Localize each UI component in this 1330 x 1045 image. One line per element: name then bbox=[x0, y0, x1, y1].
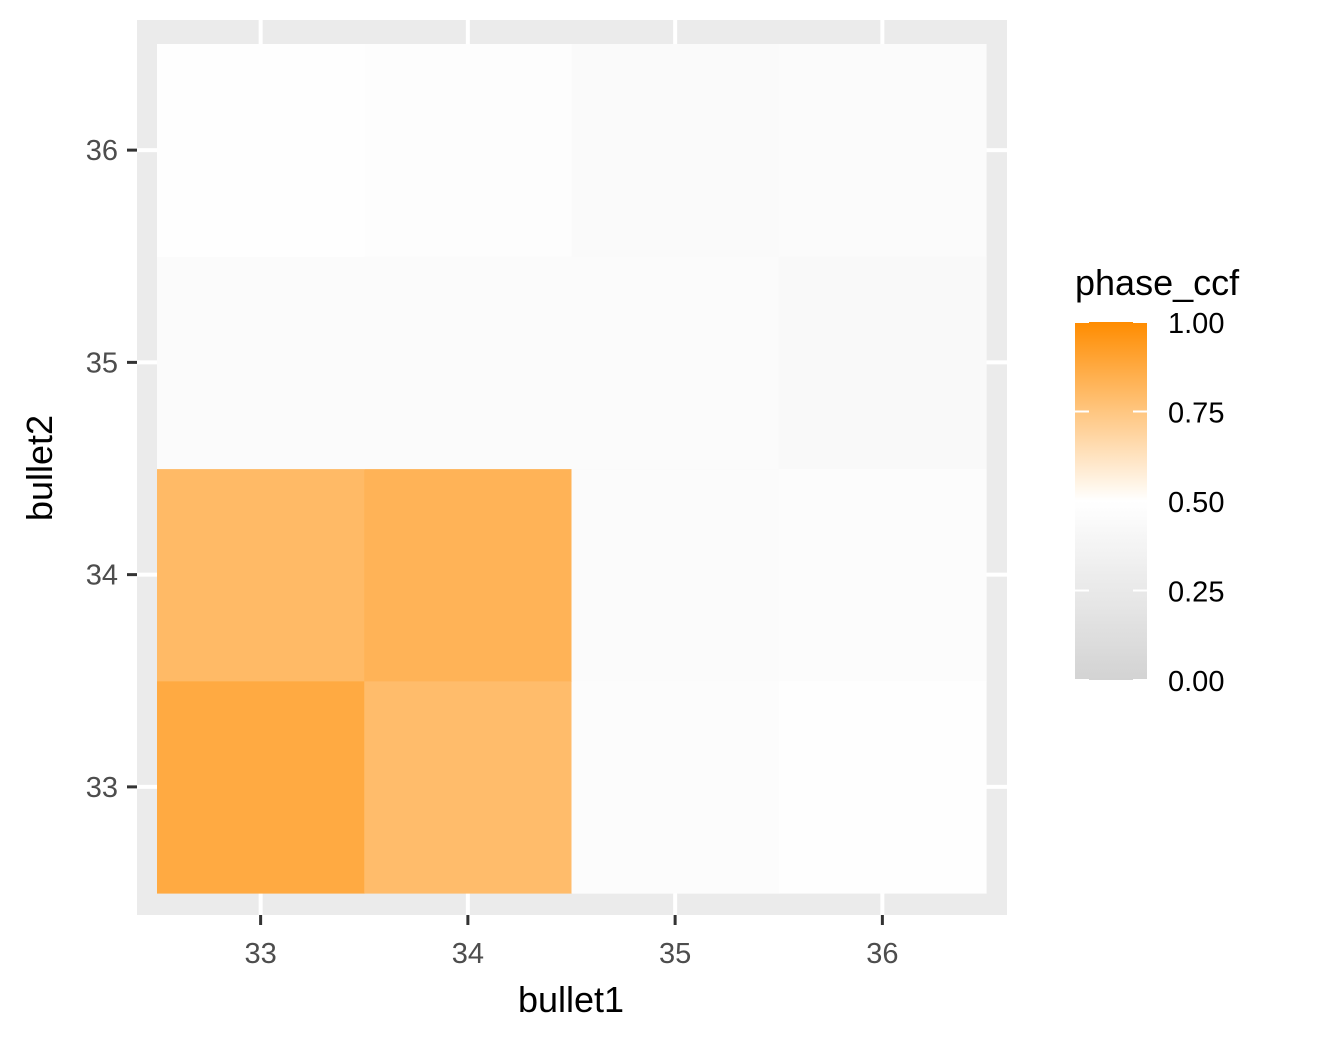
heatmap-cell bbox=[778, 468, 987, 682]
heatmap-cell bbox=[571, 256, 780, 470]
heatmap-cell bbox=[571, 44, 780, 257]
y-tick-label: 35 bbox=[86, 347, 118, 379]
heatmap-cells bbox=[157, 44, 987, 894]
x-tick-label: 35 bbox=[659, 938, 691, 970]
heatmap-cell bbox=[364, 468, 573, 682]
heatmap-cell bbox=[364, 256, 573, 470]
y-axis: 33 34 35 36 bbox=[86, 135, 137, 804]
heatmap-cell bbox=[157, 44, 365, 257]
heatmap-cell bbox=[778, 256, 987, 470]
legend: phase_ccf 1.00 0.75 0.50 0.25 0.00 bbox=[1075, 262, 1240, 698]
y-tick-label: 34 bbox=[86, 560, 118, 592]
x-axis-title: bullet1 bbox=[518, 979, 624, 1020]
x-tick-label: 34 bbox=[452, 938, 484, 970]
heatmap-cell bbox=[571, 680, 780, 894]
legend-label: 0.00 bbox=[1168, 666, 1224, 698]
heatmap-cell bbox=[778, 44, 987, 257]
legend-label: 0.50 bbox=[1168, 487, 1224, 519]
heatmap-cell bbox=[157, 256, 365, 470]
y-tick-label: 33 bbox=[86, 772, 118, 804]
legend-label: 1.00 bbox=[1168, 308, 1224, 340]
legend-title: phase_ccf bbox=[1075, 262, 1240, 303]
legend-label: 0.25 bbox=[1168, 577, 1224, 609]
x-tick-label: 36 bbox=[866, 938, 898, 970]
heatmap-cell bbox=[364, 44, 573, 257]
y-axis-title: bullet2 bbox=[19, 415, 60, 521]
heatmap-cell bbox=[778, 680, 987, 894]
heatmap-cell bbox=[364, 680, 573, 894]
x-axis: 33 34 35 36 bbox=[244, 915, 899, 970]
heatmap-cell bbox=[571, 468, 780, 682]
x-tick-label: 33 bbox=[244, 938, 276, 970]
y-tick-label: 36 bbox=[86, 135, 118, 167]
heatmap-cell bbox=[157, 468, 365, 682]
legend-ticks: 1.00 0.75 0.50 0.25 0.00 bbox=[1075, 308, 1224, 698]
legend-label: 0.75 bbox=[1168, 398, 1224, 430]
heatmap-cell bbox=[157, 680, 365, 894]
